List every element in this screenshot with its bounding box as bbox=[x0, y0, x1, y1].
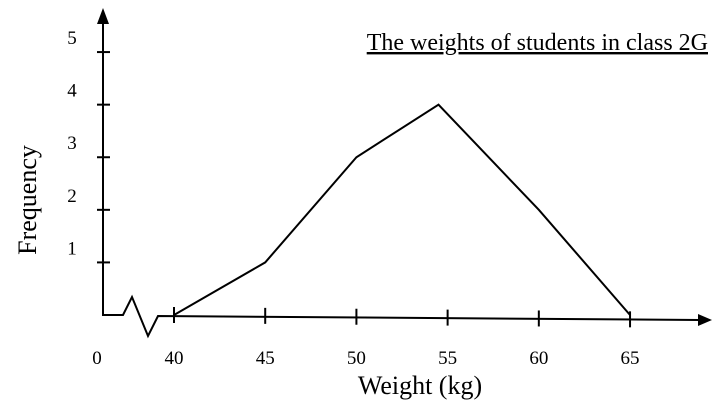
y-tick-label: 1 bbox=[67, 238, 77, 259]
data-line bbox=[173, 103, 631, 316]
y-axis-label: Frequency bbox=[13, 145, 42, 255]
y-arrow bbox=[97, 8, 109, 24]
x-tick-label: 45 bbox=[256, 348, 275, 369]
x-tick-label: 55 bbox=[438, 348, 457, 369]
x-tick-label: 50 bbox=[347, 348, 366, 369]
chart-title: The weights of students in class 2G bbox=[367, 30, 708, 56]
y-tick-label: 3 bbox=[67, 133, 77, 154]
x-axis bbox=[103, 294, 701, 339]
y-tick-label: 5 bbox=[67, 28, 77, 49]
x-tick-label: 65 bbox=[621, 348, 640, 369]
y-tick-label: 4 bbox=[67, 81, 77, 102]
y-tick-label: 2 bbox=[67, 186, 77, 207]
x-tick-label: 60 bbox=[529, 348, 548, 369]
x-arrow bbox=[698, 314, 712, 326]
x-axis-label: Weight (kg) bbox=[358, 371, 482, 400]
origin-label: 0 bbox=[92, 348, 102, 369]
x-tick-label: 40 bbox=[165, 348, 184, 369]
